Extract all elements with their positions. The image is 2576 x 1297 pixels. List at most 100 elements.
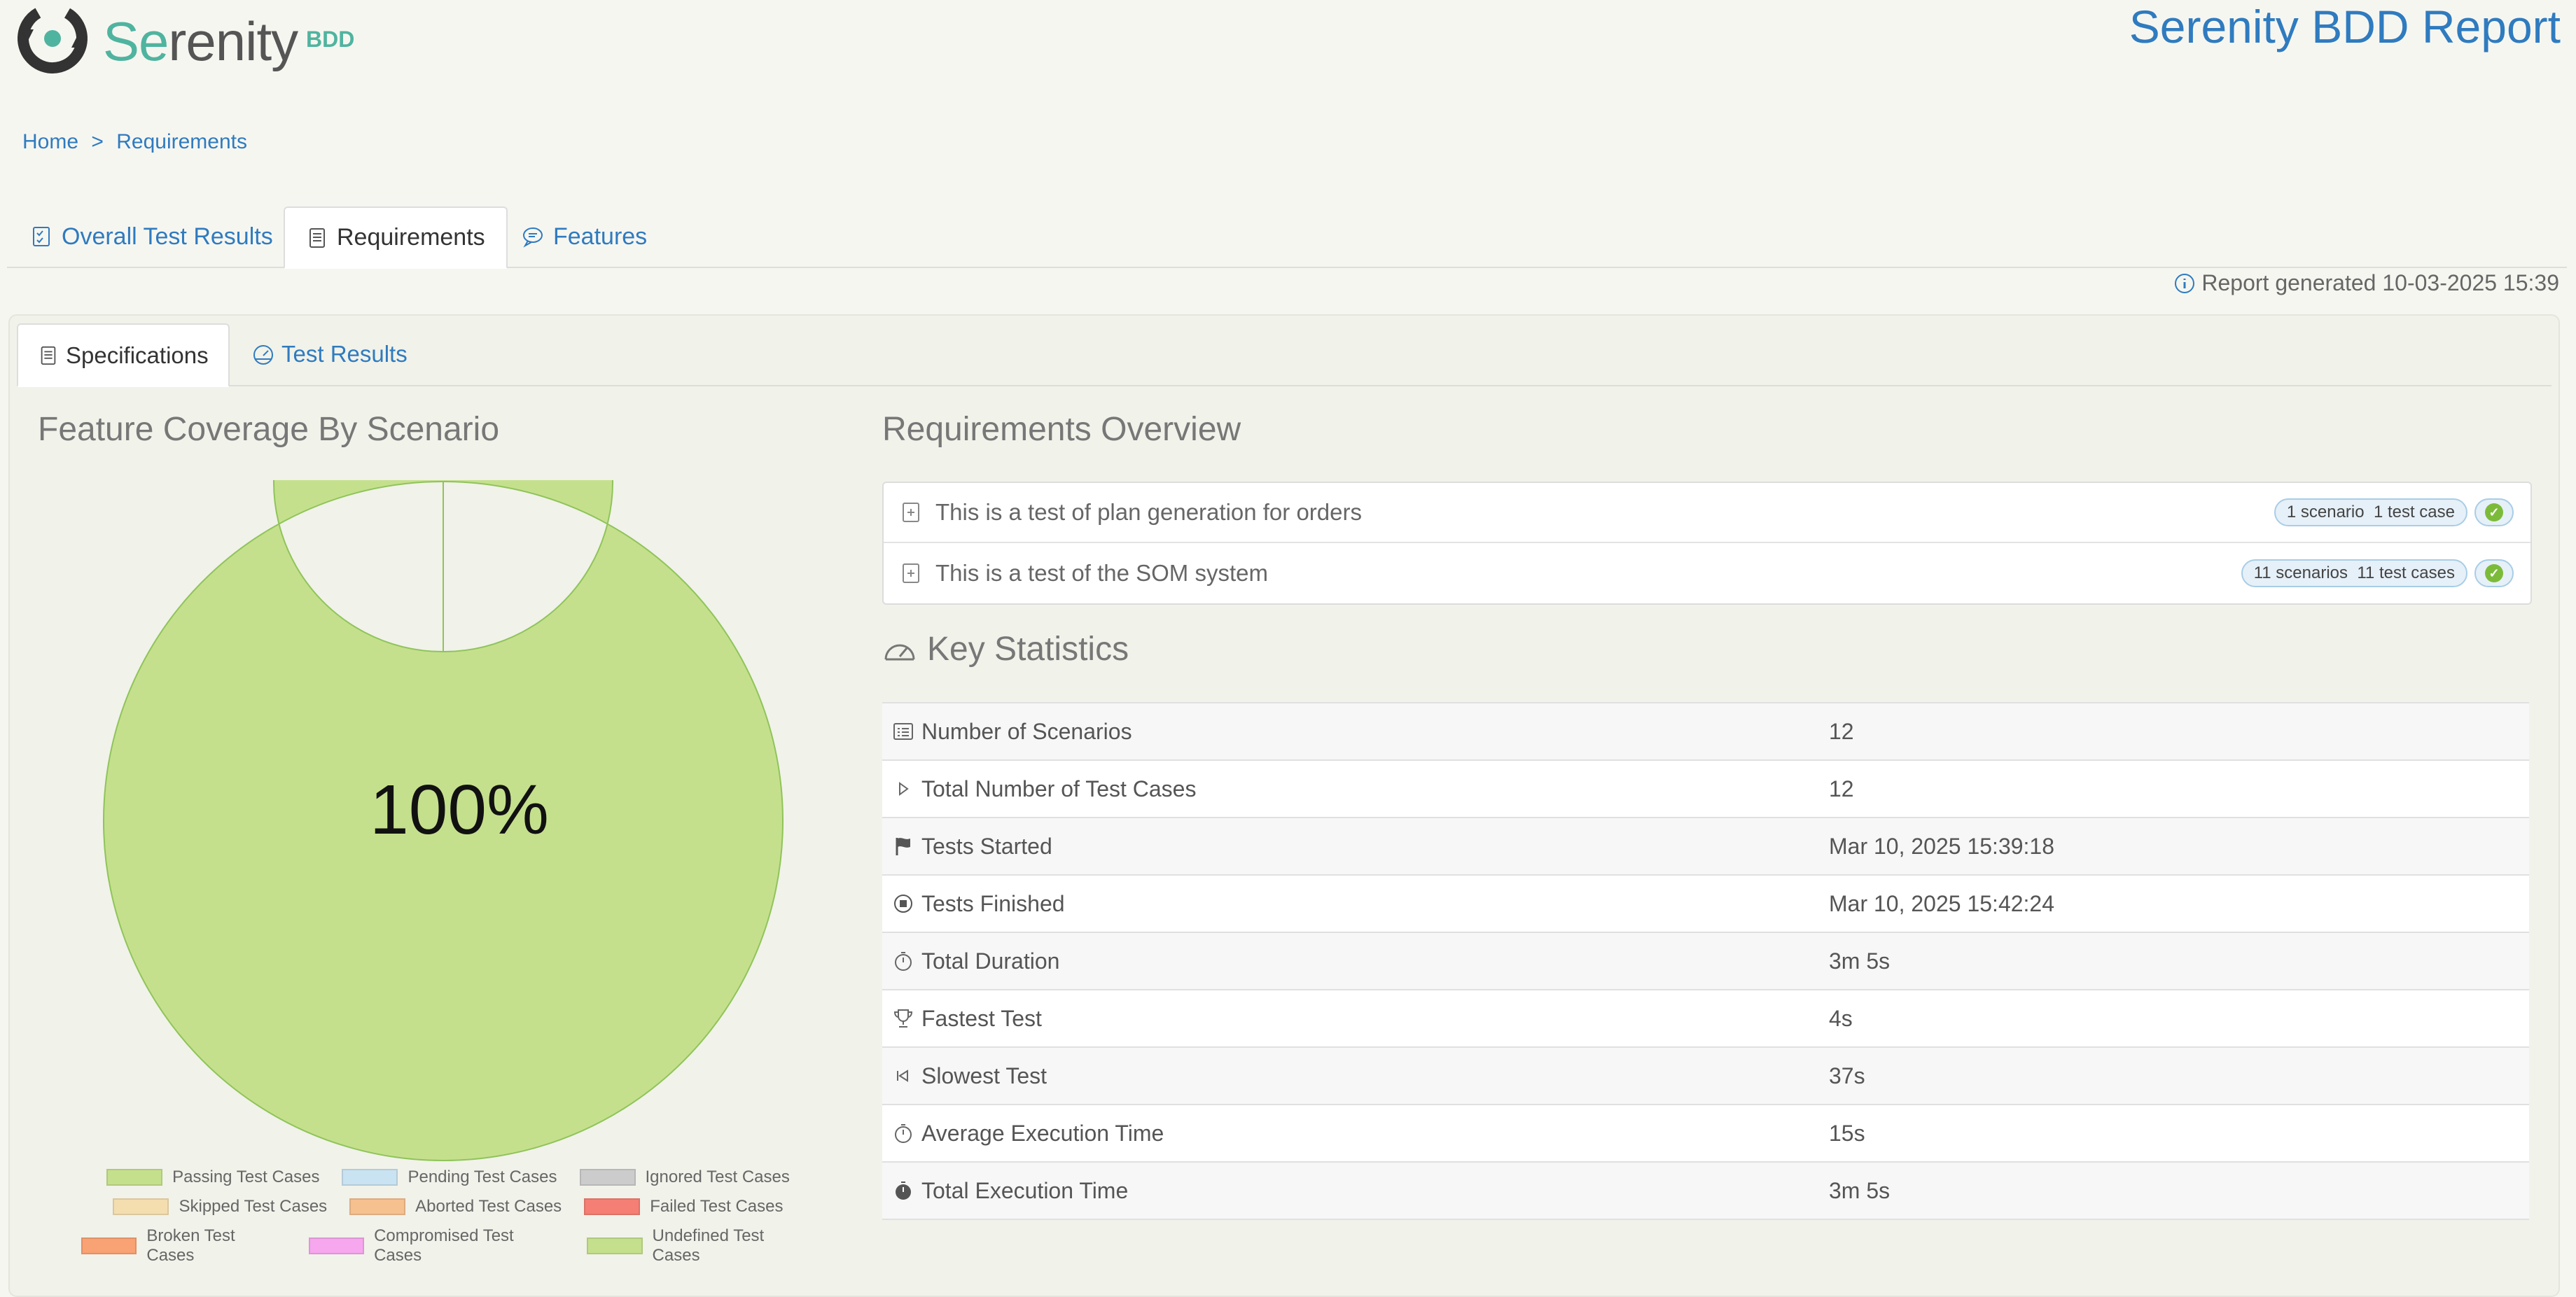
stat-value: 12 [1829, 718, 1854, 744]
logo-wordmark: Serenity [103, 10, 298, 72]
requirement-item[interactable]: This is a test of the SOM system 11 scen… [884, 543, 2530, 603]
stat-row: Total Execution Time 3m 5s [882, 1161, 2529, 1219]
legend-label: Passing Test Cases [172, 1168, 320, 1186]
stat-row: Average Execution Time 15s [882, 1104, 2529, 1161]
stat-label: Average Execution Time [882, 1121, 1829, 1147]
key-statistics-table: Number of Scenarios 12 Total Number of Tes… [882, 702, 2529, 1220]
legend-item[interactable]: Skipped Test Cases [113, 1197, 327, 1217]
legend-swatch [308, 1238, 365, 1254]
check-icon: ✓ [2485, 503, 2503, 521]
checklist-icon [33, 227, 50, 246]
flag-icon [892, 836, 921, 857]
stat-label: Number of Scenarios [882, 719, 1829, 745]
stat-label: Tests Started [882, 834, 1829, 860]
legend-item[interactable]: Broken Test Cases [81, 1226, 286, 1266]
stat-label: Total Duration [882, 948, 1829, 974]
tab-specifications[interactable]: Specifications [17, 323, 230, 387]
list-icon [892, 721, 921, 742]
legend-swatch [342, 1169, 398, 1186]
tab-overall-test-results[interactable]: Overall Test Results [10, 206, 294, 267]
gauge-icon [253, 345, 273, 365]
stat-row: Tests Finished Mar 10, 2025 15:42:24 [882, 874, 2529, 932]
coverage-title: Feature Coverage By Scenario [38, 411, 500, 448]
legend-item[interactable]: Undefined Test Cases [587, 1226, 815, 1266]
stat-value: Mar 10, 2025 15:42:24 [1829, 890, 2055, 916]
legend-item[interactable]: Aborted Test Cases [349, 1197, 562, 1217]
stop-icon [892, 893, 921, 914]
stat-value: 3m 5s [1829, 1177, 1891, 1203]
stat-row: Fastest Test 4s [882, 989, 2529, 1046]
legend-label: Broken Test Cases [146, 1226, 235, 1265]
stat-label: Tests Finished [882, 891, 1829, 917]
requirement-item[interactable]: This is a test of plan generation for or… [884, 483, 2530, 543]
stat-label-text: Tests Finished [921, 890, 1065, 916]
info-icon [2175, 273, 2195, 293]
stat-value: 3m 5s [1829, 948, 1891, 974]
legend-item[interactable]: Passing Test Cases [106, 1168, 319, 1187]
status-badge: ✓ [2474, 559, 2514, 587]
legend-item[interactable]: Pending Test Cases [342, 1168, 557, 1187]
legend-label: Undefined Test Cases [652, 1226, 765, 1265]
breadcrumb-home[interactable]: Home [22, 130, 79, 153]
stat-label-text: Total Number of Test Cases [921, 776, 1197, 801]
stat-row: Number of Scenarios 12 [882, 702, 2529, 759]
stat-value: 4s [1829, 1005, 1853, 1031]
stat-value: Mar 10, 2025 15:39:18 [1829, 833, 2055, 859]
serenity-logo-icon [18, 3, 88, 73]
requirements-title: Requirements Overview [882, 411, 1241, 448]
stat-label: Total Execution Time [882, 1178, 1829, 1204]
breadcrumb-current[interactable]: Requirements [116, 130, 248, 153]
legend-item[interactable]: Compromised Test Cases [308, 1226, 564, 1266]
report-title: Serenity BDD Report [2129, 1, 2561, 52]
trophy-icon [892, 1008, 921, 1029]
stat-value: 12 [1829, 776, 1854, 801]
coverage-percentage: 100% [370, 771, 549, 849]
tab-test-results[interactable]: Test Results [232, 323, 427, 385]
logo-bdd: BDD [306, 27, 355, 52]
tab-features[interactable]: Features [500, 206, 668, 267]
stopwatch-filled-icon [892, 1180, 921, 1201]
document-icon [309, 227, 325, 248]
stat-label-text: Number of Scenarios [921, 718, 1132, 744]
stat-label: Total Number of Test Cases [882, 776, 1829, 802]
stat-label-text: Total Execution Time [921, 1177, 1129, 1203]
scenario-count-badge: 1 scenario 1 test case [2274, 498, 2467, 526]
legend-label: Aborted Test Cases [415, 1197, 562, 1216]
legend-swatch [587, 1238, 643, 1254]
legend-label: Skipped Test Cases [179, 1197, 328, 1216]
pie-slice-passing-test-cases[interactable] [103, 480, 784, 1161]
report-generated: Report generated 10-03-2025 15:39 [2173, 270, 2559, 296]
stat-label-text: Slowest Test [921, 1063, 1047, 1088]
key-statistics-title: Key Statistics [882, 630, 1129, 668]
stopwatch-icon [892, 1123, 921, 1144]
main-tabs-divider [7, 267, 2567, 268]
legend-swatch [349, 1198, 406, 1215]
legend-item[interactable]: Failed Test Cases [584, 1197, 784, 1217]
sub-tabs-divider [17, 385, 2551, 386]
document-icon [41, 346, 56, 365]
stat-label-text: Tests Started [921, 833, 1052, 859]
chart-legend: Passing Test Cases Pending Test Cases Igno… [70, 1168, 826, 1275]
breadcrumb: Home > Requirements [22, 130, 254, 154]
legend-label: Pending Test Cases [408, 1168, 557, 1186]
legend-swatch [113, 1198, 169, 1215]
legend-row: Broken Test Cases Compromised Test Cases U… [70, 1226, 826, 1266]
gauge-icon [884, 644, 915, 660]
stat-label-text: Fastest Test [921, 1005, 1042, 1031]
stat-row: Total Number of Test Cases 12 [882, 759, 2529, 817]
legend-label: Compromised Test Cases [374, 1226, 514, 1265]
legend-row: Skipped Test Cases Aborted Test Cases Fail… [70, 1197, 826, 1217]
legend-swatch [584, 1198, 641, 1215]
stat-label: Slowest Test [882, 1063, 1829, 1089]
stat-row: Slowest Test 37s [882, 1046, 2529, 1104]
tab-requirements[interactable]: Requirements [284, 206, 508, 269]
stat-label: Fastest Test [882, 1006, 1829, 1032]
legend-item[interactable]: Ignored Test Cases [579, 1168, 790, 1187]
feature-file-icon [903, 503, 919, 522]
coverage-donut-chart [103, 480, 784, 1161]
feature-file-icon [903, 563, 919, 583]
legend-swatch [106, 1169, 163, 1186]
stat-row: Tests Started Mar 10, 2025 15:39:18 [882, 817, 2529, 874]
stat-label-text: Average Execution Time [921, 1120, 1164, 1146]
legend-label: Failed Test Cases [650, 1197, 784, 1216]
